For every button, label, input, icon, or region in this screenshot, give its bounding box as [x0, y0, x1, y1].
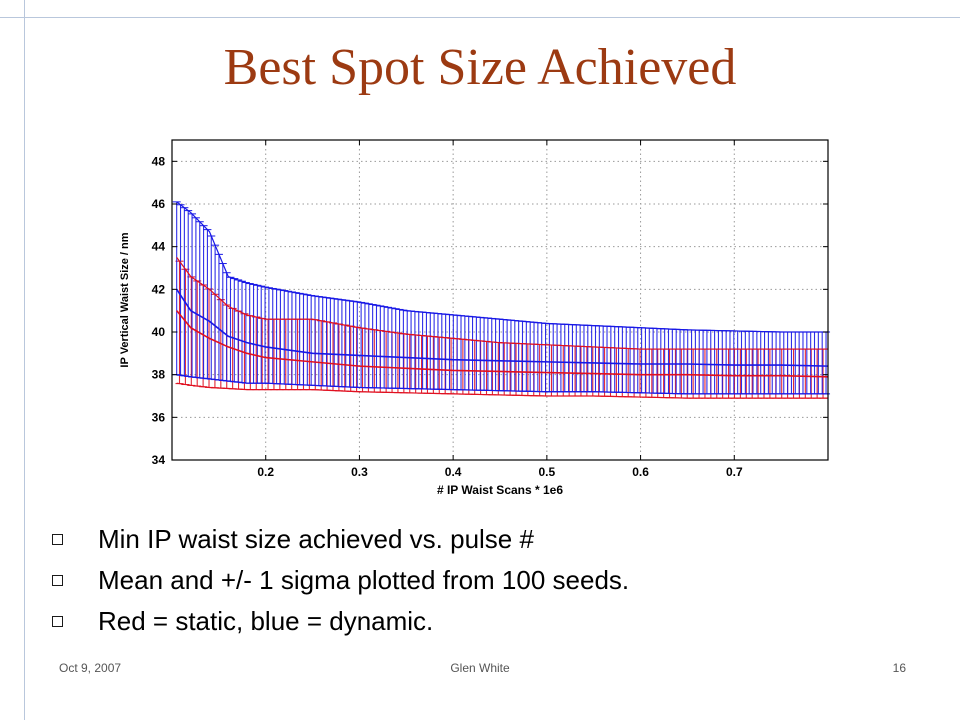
x-tick-label: 0.2: [257, 465, 274, 479]
bullet-text: Min IP waist size achieved vs. pulse #: [98, 524, 534, 554]
dynamic-mean-line: [176, 288, 829, 367]
y-tick-label: 44: [152, 240, 166, 254]
x-tick-label: 0.6: [632, 465, 649, 479]
square-bullet-icon: [52, 575, 63, 586]
bullet-text: Mean and +/- 1 sigma plotted from 100 se…: [98, 565, 630, 595]
dynamic-lower-line: [176, 374, 828, 395]
x-axis-label: # IP Waist Scans * 1e6: [437, 483, 563, 497]
y-axis-label: IP Vertical Waist Size / nm: [119, 232, 131, 367]
waist-size-chart: 0.2 0.3 0.4 0.5 0.6 0.7 34 36 38 40 42 44 46 48 # IP W…: [100, 128, 860, 506]
y-tick-label: 40: [152, 325, 166, 339]
square-bullet-icon: [52, 616, 63, 627]
top-rule: [0, 17, 960, 18]
footer-page-number: 16: [892, 661, 906, 675]
chart-svg: 0.2 0.3 0.4 0.5 0.6 0.7 34 36 38 40 42 44 46 48 # IP W…: [119, 139, 831, 497]
y-tick-label: 36: [152, 410, 166, 424]
bullet-text: Red = static, blue = dynamic.: [98, 606, 434, 636]
footer-date: Oct 9, 2007: [59, 661, 122, 675]
bullet-item: Mean and +/- 1 sigma plotted from 100 se…: [50, 561, 930, 602]
y-tick-label: 38: [152, 368, 166, 382]
y-tick-label: 42: [152, 282, 166, 296]
plot-area: [172, 140, 828, 460]
left-rule: [24, 0, 25, 720]
x-tick-label: 0.4: [445, 465, 462, 479]
bullet-item: Red = static, blue = dynamic.: [50, 602, 930, 643]
dynamic-upper-line: [176, 201, 828, 333]
bullet-item: Min IP waist size achieved vs. pulse #: [50, 520, 930, 561]
footer-author: Glen White: [450, 661, 510, 675]
x-tick-label: 0.7: [726, 465, 743, 479]
static-mean-line: [176, 310, 829, 378]
bullet-list: Min IP waist size achieved vs. pulse # M…: [50, 520, 930, 643]
x-tick-label: 0.5: [539, 465, 556, 479]
slide-title: Best Spot Size Achieved: [223, 39, 737, 96]
x-tick-label: 0.3: [351, 465, 368, 479]
y-tick-label: 34: [152, 453, 166, 467]
static-upper-line: [176, 256, 828, 350]
y-tick-label: 48: [152, 154, 166, 168]
plot-frame: [171, 139, 829, 461]
square-bullet-icon: [52, 534, 63, 545]
y-tick-label: 46: [152, 197, 166, 211]
static-lower-line: [176, 382, 828, 399]
